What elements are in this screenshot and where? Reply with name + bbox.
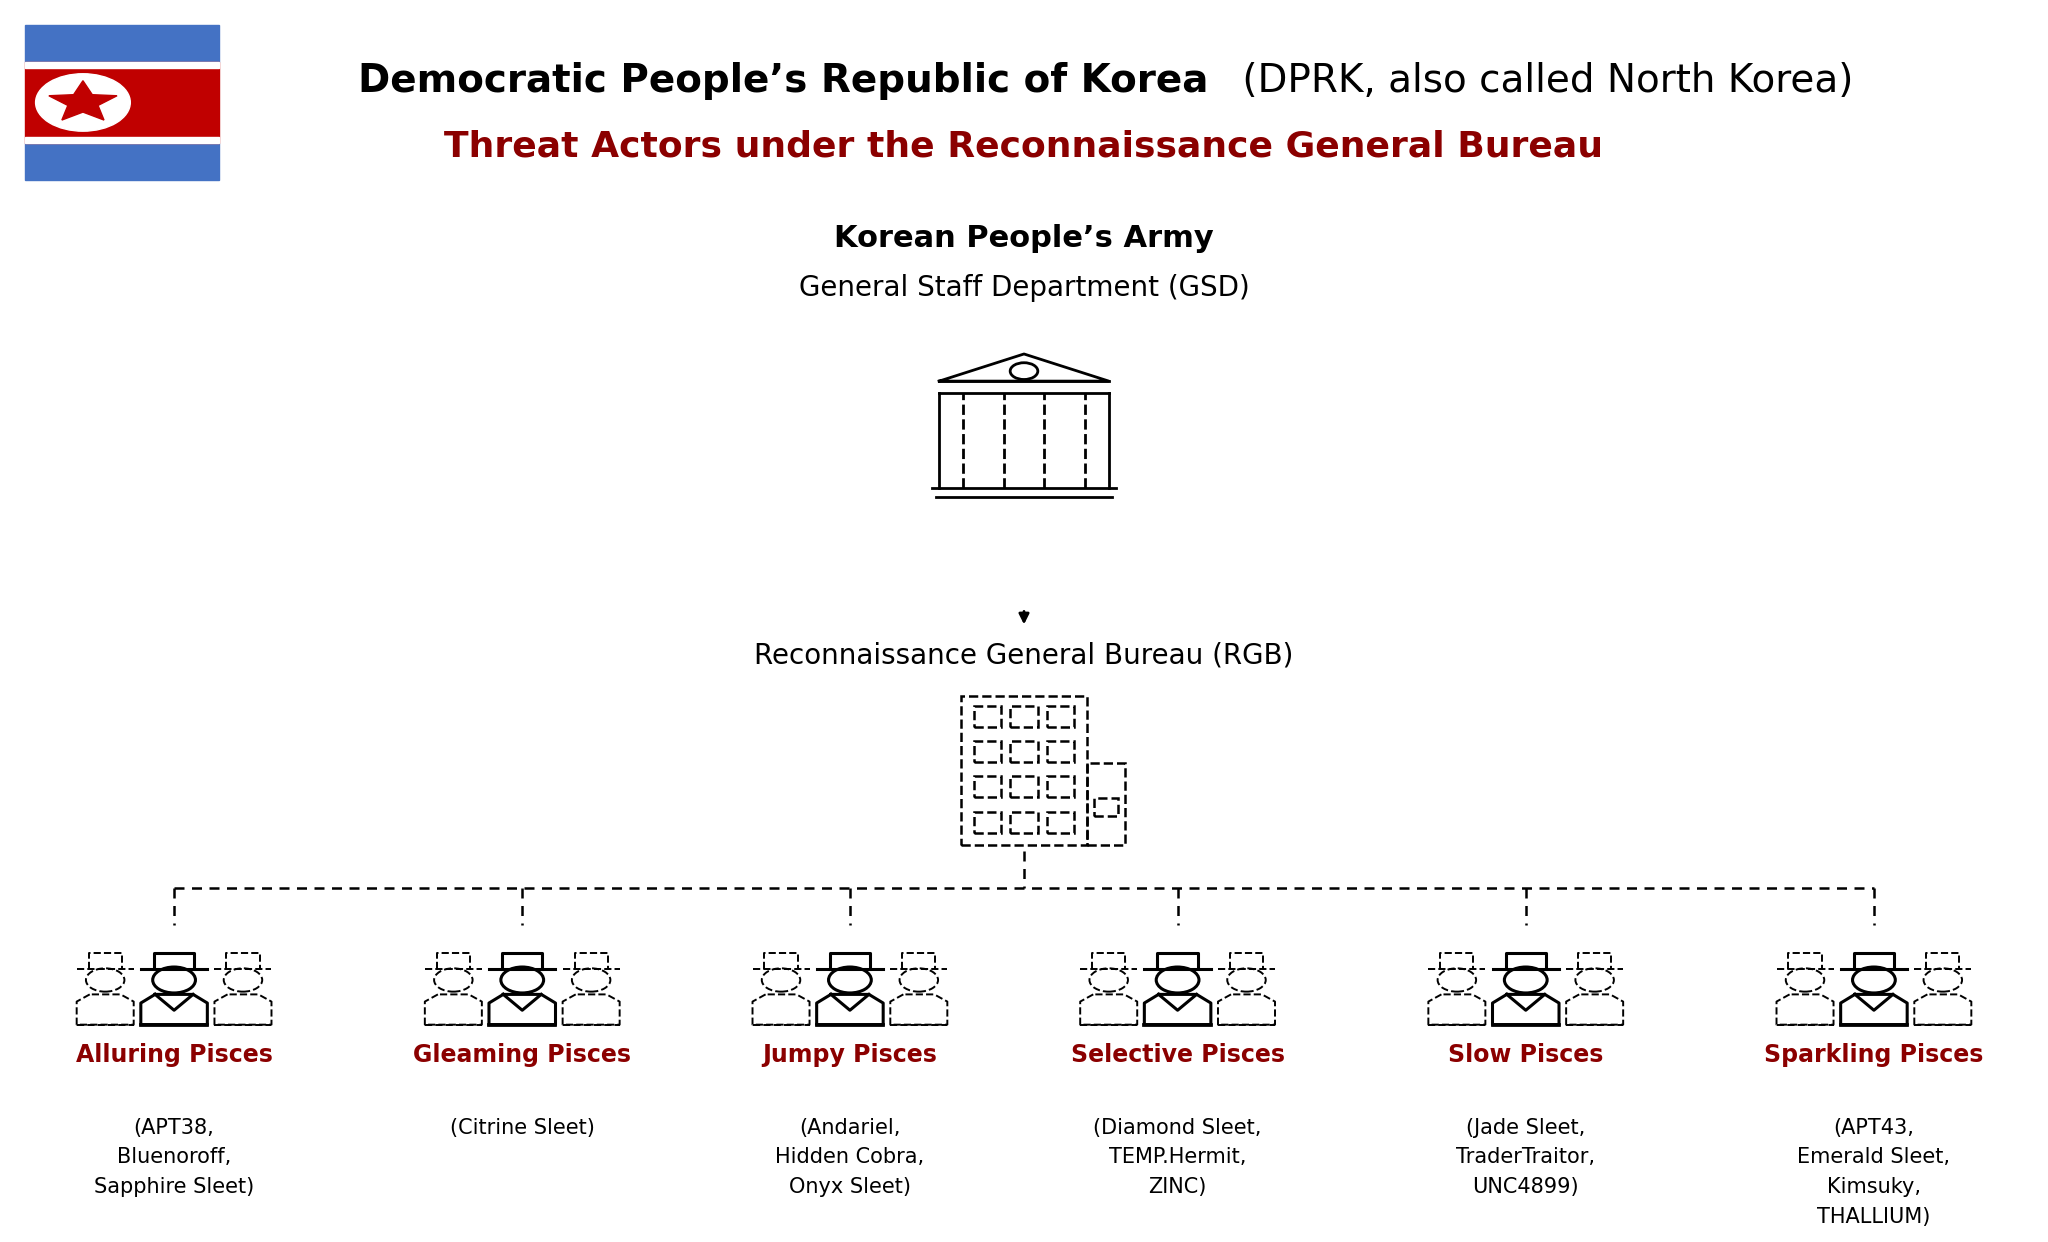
Bar (25, 143, 219, 180)
Text: Slow Pisces: Slow Pisces (1448, 1043, 1604, 1067)
Text: Threat Actors under the Reconnaissance General Bureau: Threat Actors under the Reconnaissance G… (444, 129, 1604, 164)
Text: Korean People’s Army: Korean People’s Army (834, 224, 1214, 253)
Bar (1010, 705, 1038, 727)
Bar (25, 25, 219, 62)
Text: Alluring Pisces: Alluring Pisces (76, 1043, 272, 1067)
Text: (DPRK, also called North Korea): (DPRK, also called North Korea) (1229, 62, 1853, 99)
Bar (975, 776, 1001, 797)
Bar (25, 62, 219, 68)
Polygon shape (49, 81, 117, 120)
Text: Jumpy Pisces: Jumpy Pisces (762, 1043, 938, 1067)
Text: (Diamond Sleet,
TEMP.Hermit,
ZINC): (Diamond Sleet, TEMP.Hermit, ZINC) (1094, 1118, 1262, 1197)
Bar (25, 62, 219, 143)
Bar (1010, 812, 1038, 832)
Bar (1047, 776, 1073, 797)
Text: Reconnaissance General Bureau (RGB): Reconnaissance General Bureau (RGB) (754, 642, 1294, 669)
Text: (Citrine Sleet): (Citrine Sleet) (451, 1118, 594, 1138)
Text: (APT43,
Emerald Sleet,
Kimsuky,
THALLIUM): (APT43, Emerald Sleet, Kimsuky, THALLIUM… (1798, 1118, 1950, 1227)
Bar (1047, 741, 1073, 763)
Bar (975, 812, 1001, 832)
Text: General Staff Department (GSD): General Staff Department (GSD) (799, 274, 1249, 302)
Text: (Andariel,
Hidden Cobra,
Onyx Sleet): (Andariel, Hidden Cobra, Onyx Sleet) (776, 1118, 924, 1197)
Bar (975, 705, 1001, 727)
Text: (Jade Sleet,
TraderTraitor,
UNC4899): (Jade Sleet, TraderTraitor, UNC4899) (1456, 1118, 1595, 1197)
Text: Democratic People’s Republic of Korea: Democratic People’s Republic of Korea (358, 62, 1208, 99)
Circle shape (35, 73, 131, 132)
Text: (APT38,
Bluenoroff,
Sapphire Sleet): (APT38, Bluenoroff, Sapphire Sleet) (94, 1118, 254, 1197)
Bar (1094, 797, 1118, 816)
Bar (961, 696, 1087, 845)
Bar (1087, 763, 1124, 845)
Bar (1047, 705, 1073, 727)
Bar (975, 741, 1001, 763)
Bar (25, 137, 219, 143)
Text: Selective Pisces: Selective Pisces (1071, 1043, 1284, 1067)
Bar (1010, 741, 1038, 763)
Bar (1047, 812, 1073, 832)
Text: Sparkling Pisces: Sparkling Pisces (1763, 1043, 1985, 1067)
Bar (1010, 776, 1038, 797)
Text: Gleaming Pisces: Gleaming Pisces (414, 1043, 631, 1067)
